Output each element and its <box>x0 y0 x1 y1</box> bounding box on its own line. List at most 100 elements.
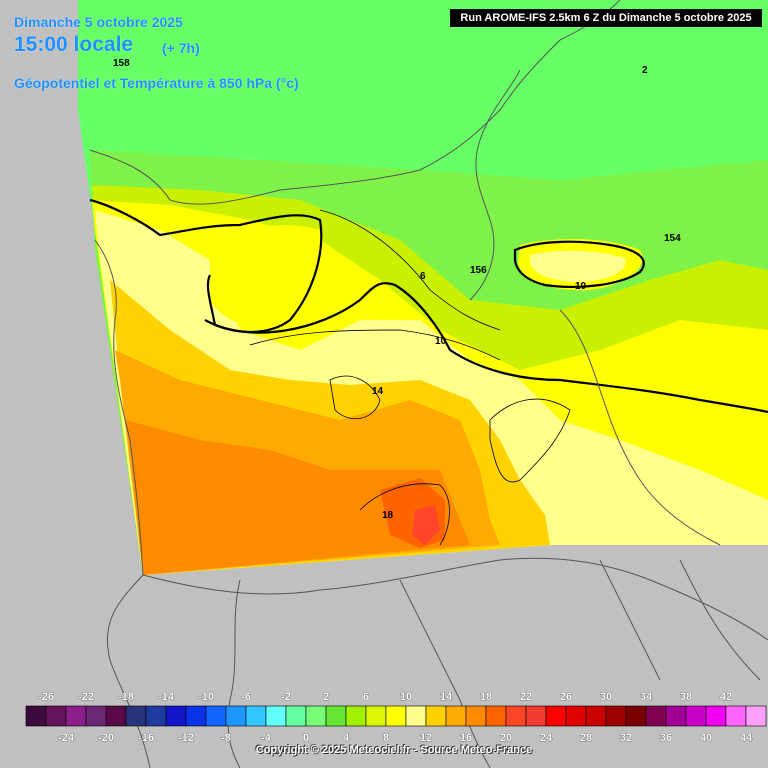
legend-swatch <box>225 705 247 727</box>
color-legend: -26 -22 -18 -14 -10 -6 -2 2 6 10 14 18 22 26 30 34 38 42-… <box>25 691 767 744</box>
contour-line-156 <box>204 282 768 414</box>
isotherm-6 <box>319 209 501 331</box>
legend-label-bottom: 8 <box>383 732 389 744</box>
legend-label-top: 18 <box>480 691 492 703</box>
legend-swatch <box>465 705 487 727</box>
legend-label-top: -6 <box>241 691 251 703</box>
legend-swatch <box>545 705 567 727</box>
isotherm-18 <box>359 483 450 546</box>
legend-label-bottom: -8 <box>221 732 231 744</box>
contour-label: 156 <box>470 265 487 276</box>
contour-line-ne <box>513 240 645 288</box>
legend-swatch <box>205 705 227 727</box>
legend-swatch <box>25 705 47 727</box>
legend-label-top: 38 <box>680 691 692 703</box>
legend-label-top: 26 <box>560 691 572 703</box>
legend-swatch <box>325 705 347 727</box>
legend-swatch <box>565 705 587 727</box>
legend-swatch <box>145 705 167 727</box>
legend-label-bottom: 28 <box>580 732 592 744</box>
contour-label: 10 <box>435 336 447 347</box>
legend-label-bottom: 36 <box>660 732 672 744</box>
contour-label: 14 <box>372 386 384 397</box>
legend-label-top: 42 <box>720 691 732 703</box>
copyright-text: Copyright © 2025 Meteociel.fr - Source M… <box>255 744 533 756</box>
legend-swatch <box>665 705 687 727</box>
legend-swatch <box>745 705 767 727</box>
zone-paleyellow-blob-ne <box>530 250 626 283</box>
legend-label-bottom: -12 <box>178 732 194 744</box>
legend-label-top: -14 <box>158 691 175 703</box>
legend-swatch <box>505 705 527 727</box>
run-info-box: Run AROME-IFS 2.5km 6 Z du Dimanche 5 oc… <box>450 9 762 27</box>
legend-swatch <box>405 705 427 727</box>
legend-label-bottom: 12 <box>420 732 432 744</box>
legend-swatch <box>65 705 87 727</box>
variable-title: Géopotentiel et Température à 850 hPa (°… <box>14 75 299 91</box>
legend-label-bottom: -20 <box>98 732 114 744</box>
legend-label-top: -22 <box>78 691 94 703</box>
legend-label-bottom: -16 <box>138 732 154 744</box>
legend-label-top: 30 <box>600 691 612 703</box>
legend-swatch <box>485 705 507 727</box>
legend-swatch <box>165 705 187 727</box>
legend-swatch <box>105 705 127 727</box>
legend-label-bottom: -4 <box>261 732 272 744</box>
legend-swatch <box>245 705 267 727</box>
zone-darkorange-18-20 <box>125 420 470 575</box>
legend-swatch <box>125 705 147 727</box>
legend-label-top: 10 <box>400 691 412 703</box>
isotherm-east <box>489 398 571 483</box>
legend-label-top: 2 <box>323 691 329 703</box>
forecast-time: 15:00 locale <box>14 33 134 56</box>
legend-label-bottom: 40 <box>700 732 712 744</box>
legend-label-bottom: 0 <box>303 732 309 744</box>
legend-swatch <box>605 705 627 727</box>
legend-label-top: -10 <box>198 691 214 703</box>
legend-swatch <box>705 705 727 727</box>
contour-label: 10 <box>575 281 587 292</box>
legend-swatch <box>625 705 647 727</box>
legend-label-top: 22 <box>520 691 532 703</box>
legend-swatch <box>525 705 547 727</box>
legend-swatch <box>365 705 387 727</box>
legend-swatch <box>305 705 327 727</box>
legend-swatch <box>85 705 107 727</box>
contour-label: 2 <box>642 65 648 76</box>
legend-swatch <box>45 705 67 727</box>
legend-label-bottom: 32 <box>620 732 632 744</box>
legend-swatch <box>585 705 607 727</box>
legend-swatch <box>285 705 307 727</box>
legend-swatch <box>425 705 447 727</box>
legend-label-top: -26 <box>38 691 54 703</box>
legend-swatch <box>345 705 367 727</box>
forecast-date: Dimanche 5 octobre 2025 <box>14 14 183 30</box>
legend-swatch <box>445 705 467 727</box>
legend-swatch <box>385 705 407 727</box>
legend-label-top: 6 <box>363 691 369 703</box>
legend-swatch <box>265 705 287 727</box>
legend-label-top: -2 <box>281 691 291 703</box>
forecast-offset: (+ 7h) <box>162 40 200 56</box>
legend-swatch <box>685 705 707 727</box>
legend-swatch <box>185 705 207 727</box>
contour-label: 158 <box>113 58 130 69</box>
zone-hot-22-24 <box>412 505 440 545</box>
contour-label: 154 <box>664 233 681 244</box>
borders <box>89 0 768 768</box>
legend-label-bottom: 16 <box>460 732 472 744</box>
zone-yellow-blob-north <box>210 225 325 328</box>
legend-label-top: 34 <box>640 691 653 703</box>
isotherm-10 <box>249 329 501 361</box>
isotherm-14 <box>329 375 381 419</box>
legend-swatch <box>725 705 747 727</box>
legend-label-bottom: 20 <box>500 732 512 744</box>
legend-label-top: 14 <box>440 691 453 703</box>
legend-label-bottom: 4 <box>343 732 350 744</box>
legend-label-bottom: 44 <box>740 732 753 744</box>
legend-swatch <box>645 705 667 727</box>
contour-label: 6 <box>420 271 426 282</box>
legend-label-top: -18 <box>118 691 134 703</box>
legend-label-bottom: -24 <box>58 732 75 744</box>
